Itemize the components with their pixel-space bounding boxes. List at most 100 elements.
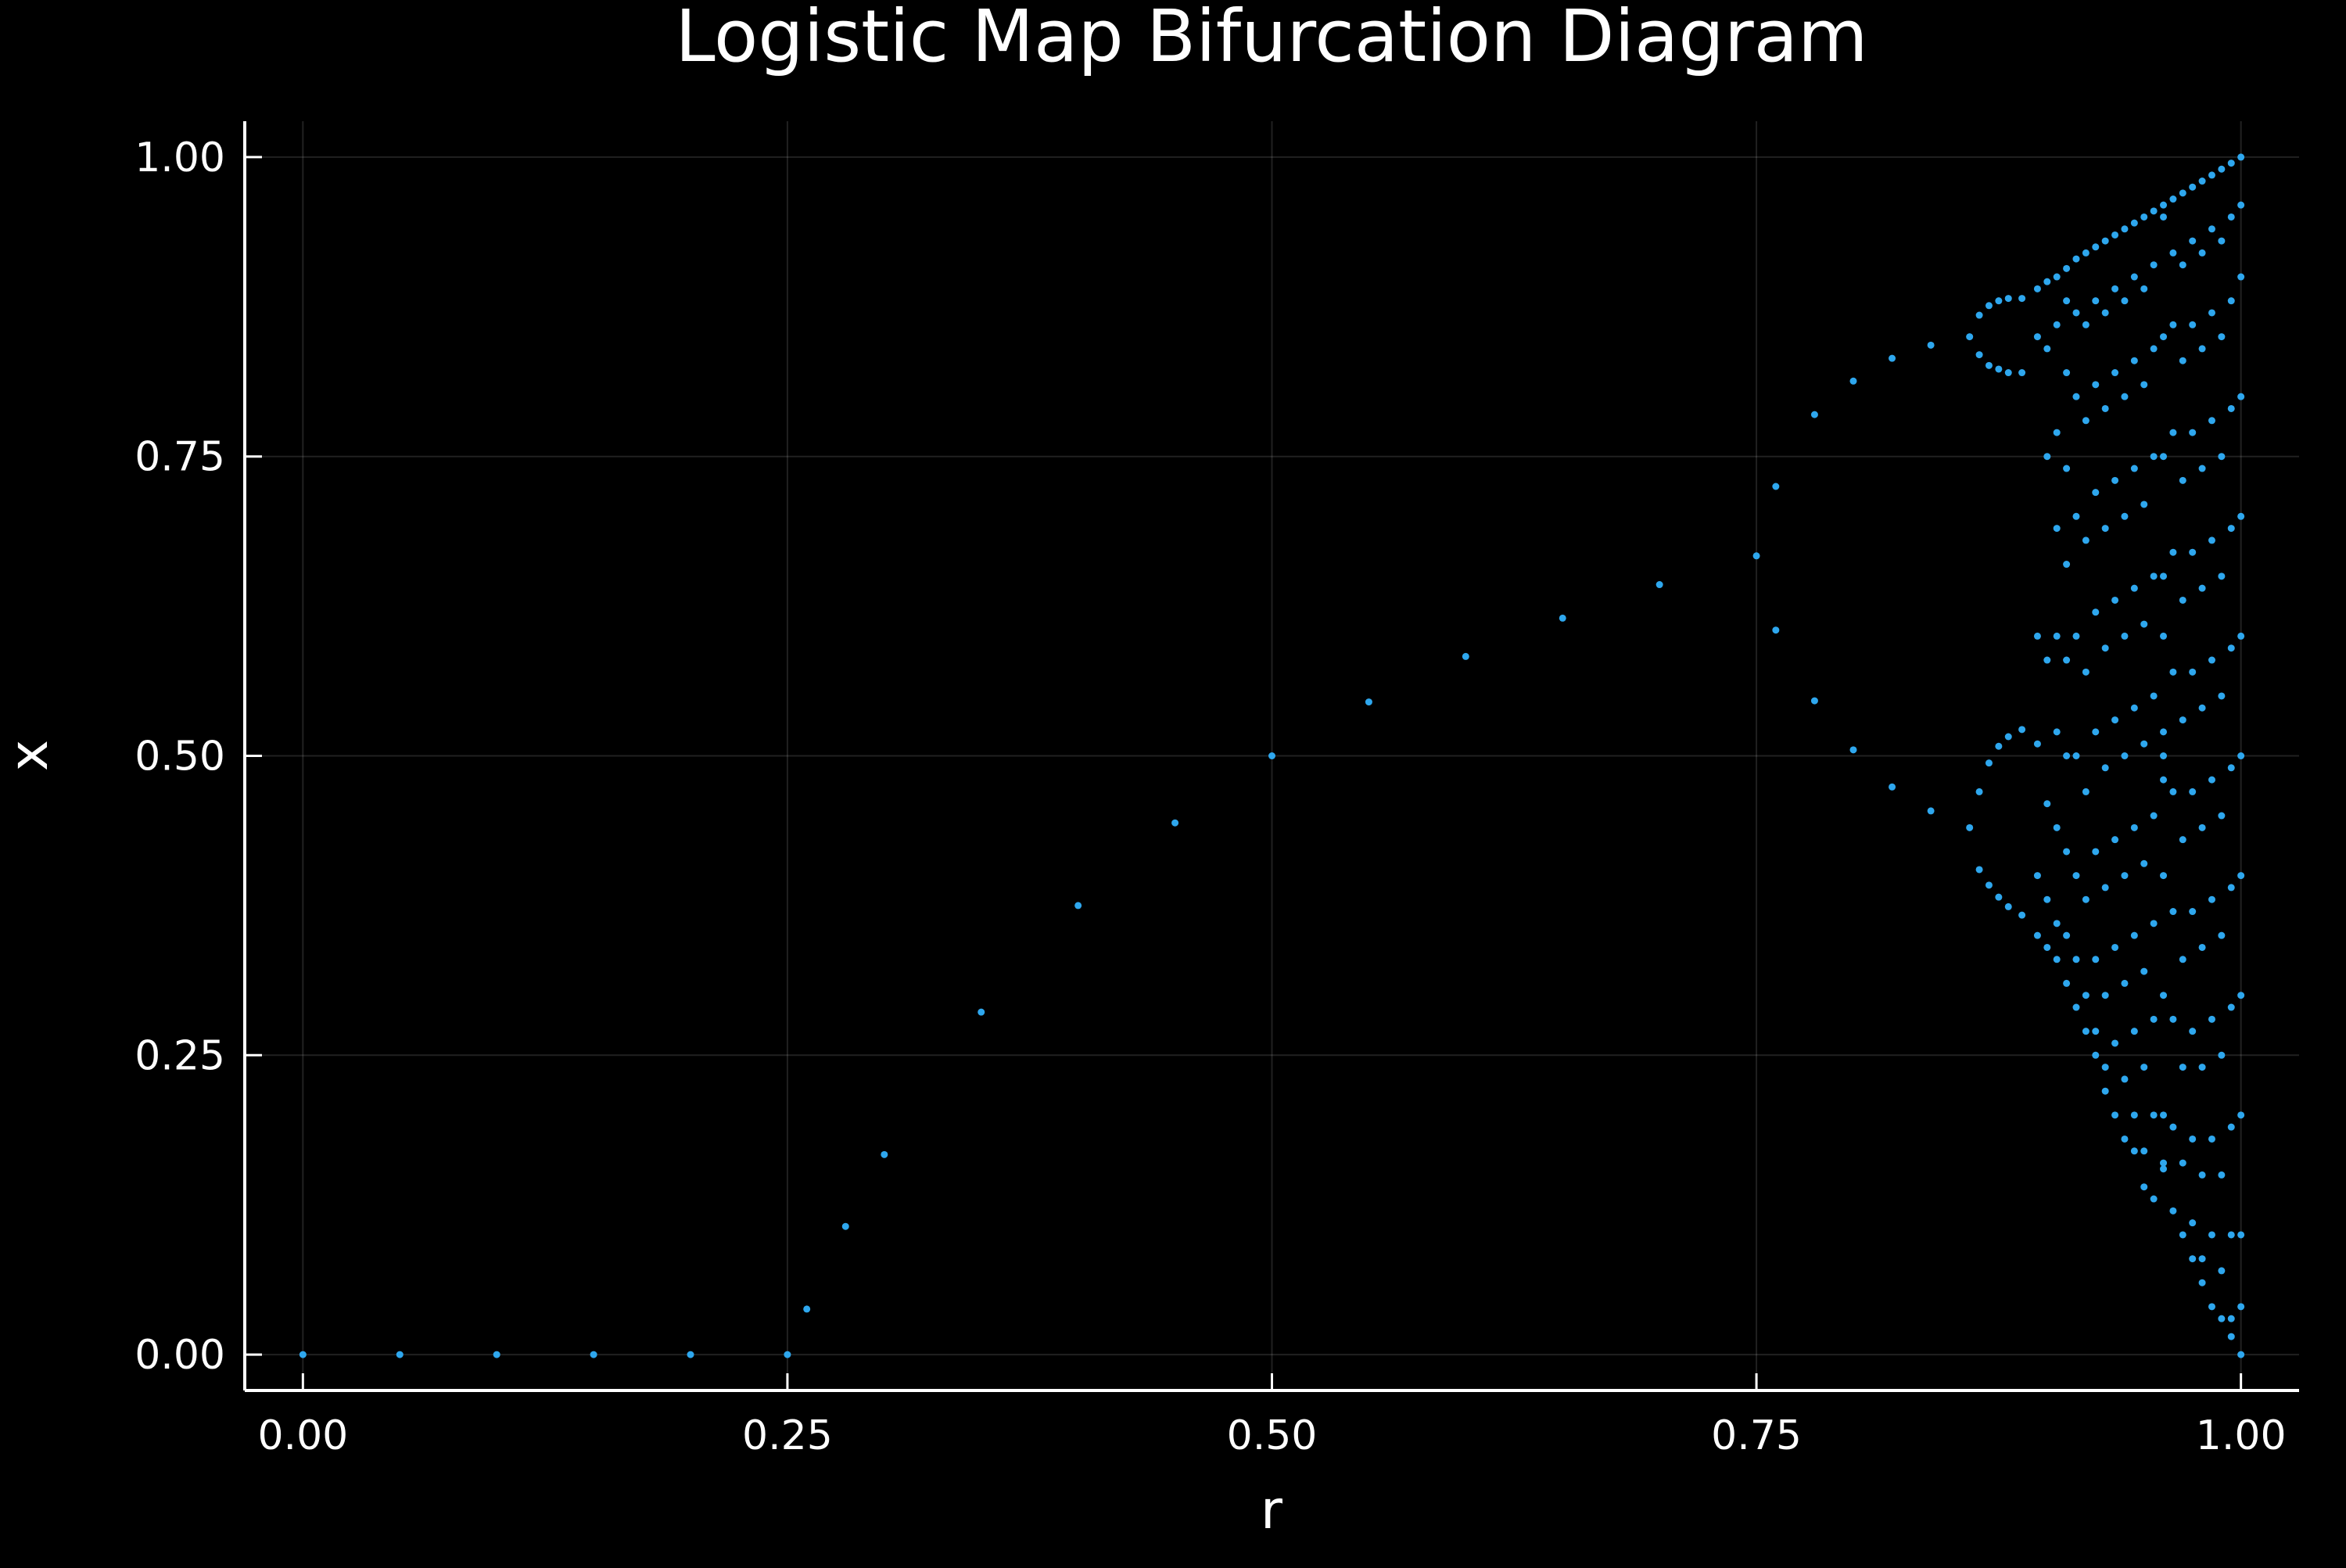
data-point [2208, 895, 2215, 903]
data-point [2150, 812, 2158, 820]
data-point [2140, 213, 2148, 221]
data-point [590, 1351, 597, 1358]
data-point [2053, 429, 2061, 436]
data-point [2169, 1207, 2177, 1215]
data-point [2160, 776, 2168, 784]
data-point [2189, 1028, 2197, 1035]
data-point [2160, 728, 2168, 736]
data-point [2189, 1135, 2197, 1143]
data-point [2160, 992, 2168, 999]
data-point [2237, 992, 2245, 999]
data-point [2140, 967, 2148, 975]
data-point [2237, 1231, 2245, 1239]
data-point [2082, 536, 2090, 544]
data-point [2101, 884, 2109, 892]
data-point [2179, 596, 2186, 604]
data-point [687, 1351, 694, 1358]
data-point [1889, 783, 1896, 791]
data-point [2111, 476, 2119, 484]
data-point [2208, 417, 2215, 425]
data-point [2043, 278, 2051, 285]
data-point [2063, 465, 2071, 472]
data-point [2218, 1051, 2226, 1059]
data-point [2150, 453, 2158, 461]
data-point [2018, 911, 2026, 919]
data-point [2140, 501, 2148, 508]
data-point [2208, 171, 2215, 179]
data-point [2160, 1159, 2168, 1167]
data-point [2101, 237, 2109, 245]
data-point [396, 1351, 404, 1358]
data-point [2208, 1135, 2215, 1143]
data-point [2053, 321, 2061, 328]
data-point [2179, 357, 2186, 364]
data-point [1985, 302, 1993, 310]
data-point [2140, 1147, 2148, 1155]
data-point [1810, 411, 1818, 418]
data-point [2033, 333, 2041, 341]
data-point [2121, 225, 2129, 233]
data-point [2121, 872, 2129, 880]
data-point [2169, 321, 2177, 328]
data-point [2043, 345, 2051, 353]
data-point [1171, 819, 1179, 827]
data-point [2150, 572, 2158, 580]
data-point [2160, 572, 2168, 580]
data-point [841, 1222, 849, 1230]
data-point [1849, 377, 1857, 385]
data-point [1995, 742, 2003, 750]
data-point [2063, 561, 2071, 569]
data-point [2121, 979, 2129, 987]
data-point [2189, 668, 2197, 676]
data-point [2004, 902, 2012, 910]
data-point [2130, 219, 2138, 227]
data-point [2072, 309, 2080, 317]
x-axis-title: r [1261, 1480, 1282, 1541]
data-point [2169, 1123, 2177, 1131]
data-point [2150, 261, 2158, 269]
data-point [2004, 369, 2012, 377]
data-point [2072, 1003, 2080, 1011]
data-point [2130, 704, 2138, 712]
data-point [2169, 788, 2177, 795]
data-point [2237, 1351, 2245, 1358]
data-point [2130, 1111, 2138, 1119]
data-point [2218, 1267, 2226, 1275]
data-point [1849, 746, 1857, 754]
data-point [2227, 644, 2235, 652]
data-point [1995, 297, 2003, 305]
data-point [2208, 225, 2215, 233]
data-point [2063, 369, 2071, 377]
data-point [2101, 525, 2109, 533]
data-point [2160, 453, 2168, 461]
data-point [2189, 183, 2197, 191]
data-point [2092, 1051, 2100, 1059]
data-point [1559, 614, 1566, 622]
data-point [1966, 823, 1974, 831]
data-point [2198, 704, 2206, 712]
data-point [2237, 512, 2245, 520]
data-point [1810, 697, 1818, 705]
data-point [2004, 295, 2012, 303]
data-point [2033, 872, 2041, 880]
data-point [2063, 264, 2071, 272]
data-point [2227, 525, 2235, 533]
data-point [2111, 231, 2119, 239]
y-tick-label: 0.00 [135, 1332, 225, 1379]
data-point [2082, 1028, 2090, 1035]
data-point [784, 1351, 791, 1358]
data-point [2130, 931, 2138, 939]
data-point [2150, 1111, 2158, 1119]
data-point [2101, 309, 2109, 317]
data-point [1975, 351, 1983, 359]
data-point [2179, 716, 2186, 724]
data-point [2198, 1171, 2206, 1179]
data-point [2179, 1064, 2186, 1071]
data-point [2053, 525, 2061, 533]
data-point [2092, 608, 2100, 616]
data-point [1655, 581, 1663, 589]
data-point [1268, 752, 1275, 759]
data-point [2179, 261, 2186, 269]
data-point [2072, 956, 2080, 963]
data-point [2043, 800, 2051, 808]
